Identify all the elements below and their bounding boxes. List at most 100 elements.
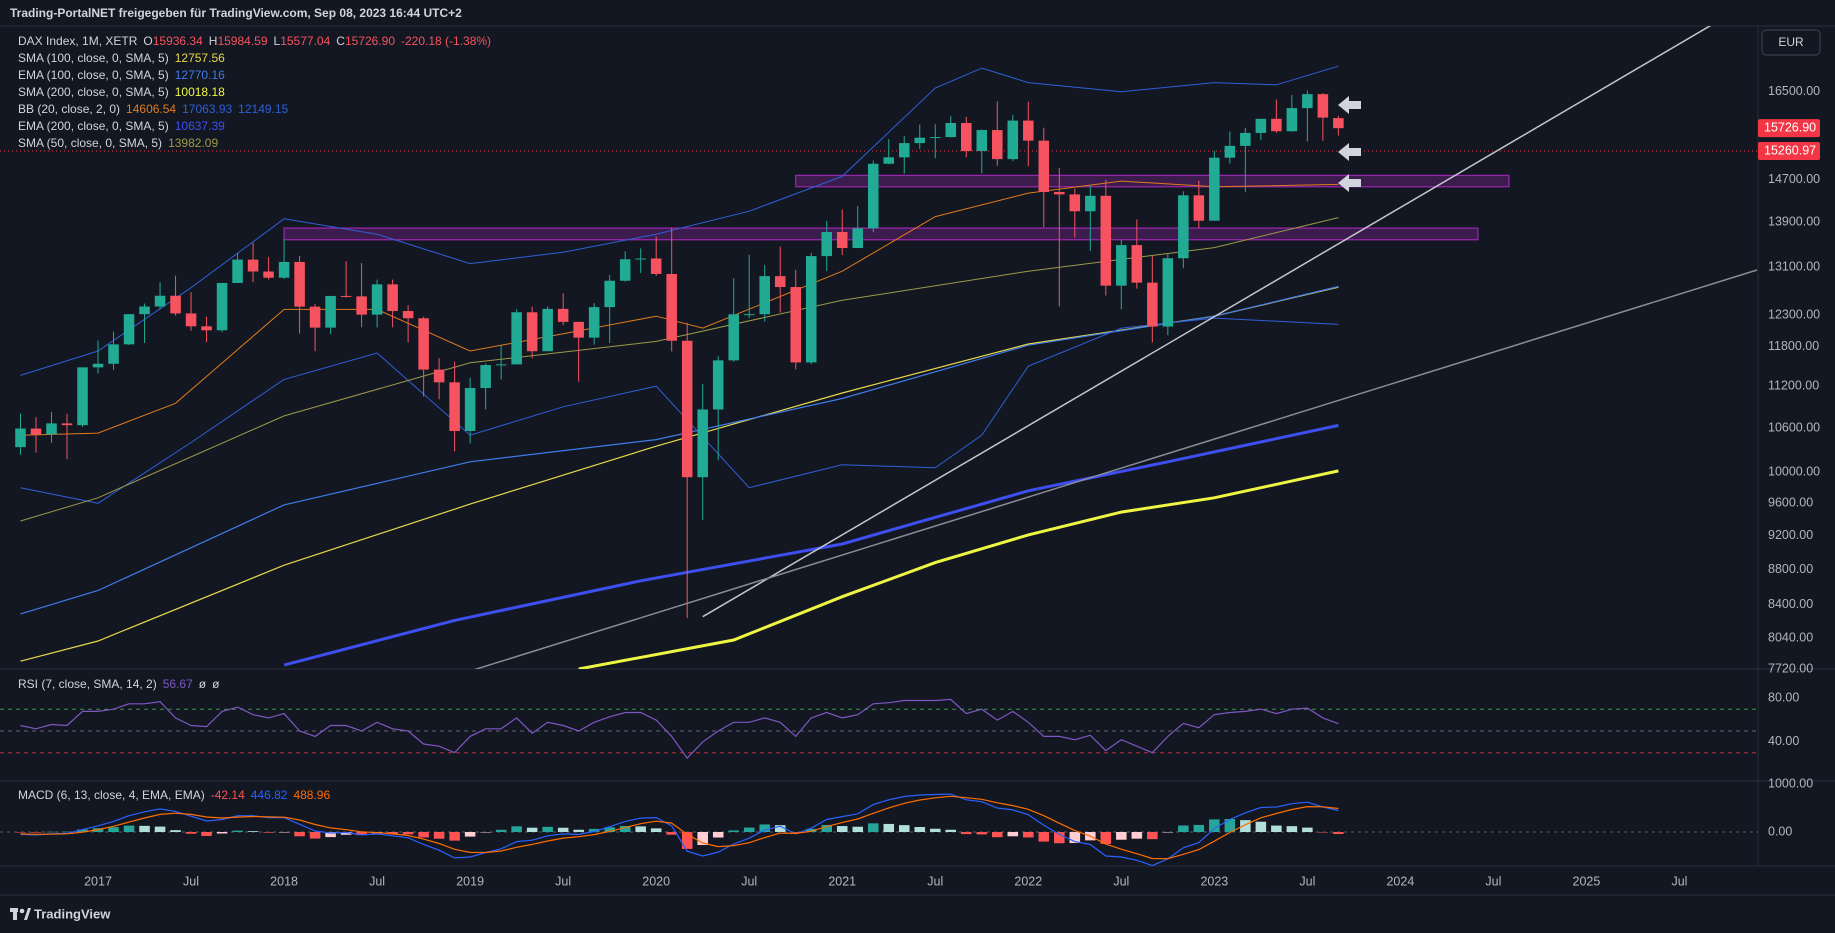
macd-histogram-bar xyxy=(263,832,274,833)
y-tick-label: 11800.00 xyxy=(1768,339,1819,353)
macd-histogram-bar xyxy=(992,832,1003,838)
signal-value: 488.96 xyxy=(293,788,331,802)
macd-histogram-bar xyxy=(1302,827,1313,832)
macd-histogram-bar xyxy=(1240,820,1251,832)
macd-histogram-bar xyxy=(619,825,631,832)
candle-body xyxy=(263,271,274,278)
candle-body xyxy=(30,428,42,435)
x-tick-label: 2017 xyxy=(84,874,112,888)
currency-button[interactable] xyxy=(1761,29,1821,56)
macd-histogram-bar xyxy=(325,832,336,838)
candle-body xyxy=(449,382,460,431)
candle-body xyxy=(992,130,1003,160)
macd-pane xyxy=(0,793,1758,866)
legend-row: DAX Index, 1M, XETR O15936.34 H15984.59 L15… xyxy=(18,33,497,50)
x-tick-label: 2018 xyxy=(270,874,298,888)
macd-histogram-bar xyxy=(883,823,895,832)
candle-body xyxy=(867,163,879,229)
macd-histogram-bar xyxy=(247,831,259,832)
candle-body xyxy=(92,363,104,368)
macd-histogram-bar xyxy=(697,832,708,846)
indicator-name: EMA (200, close, 0, SMA, 5) xyxy=(18,119,169,133)
macd-header: MACD (6, 13, close, 4, EMA, EMA) -42.14 44… xyxy=(18,788,336,802)
macd-histogram-bar xyxy=(340,832,352,835)
rsi-header: RSI (7, close, SMA, 14, 2) 56.67 ø ø xyxy=(18,677,225,691)
macd-histogram-bar xyxy=(46,831,57,833)
indicator-line xyxy=(20,285,1339,615)
macd-histogram-bar xyxy=(976,832,988,835)
arrows xyxy=(1338,96,1361,192)
logo-part xyxy=(24,908,31,920)
top-bar xyxy=(0,0,1835,26)
macd-histogram-bar xyxy=(666,832,677,835)
macd-histogram-bar xyxy=(836,826,848,832)
candle-body xyxy=(418,318,429,370)
candle-body xyxy=(1116,245,1127,286)
candle-body xyxy=(371,284,383,315)
y-tick-label: 10000.00 xyxy=(1768,465,1820,479)
rsi-title: RSI (7, close, SMA, 14, 2) xyxy=(18,677,157,691)
macd-histogram-bar xyxy=(929,828,941,832)
arrow xyxy=(1338,174,1361,192)
currency[interactable]: EUR xyxy=(1778,35,1804,49)
macd-histogram-bar xyxy=(1162,832,1174,833)
price-tag-label: 15726.90 xyxy=(1764,120,1816,134)
candle-body xyxy=(1255,118,1267,133)
indicator-line xyxy=(20,317,1339,504)
macd-histogram-bar xyxy=(464,832,476,837)
candle-body xyxy=(139,306,150,315)
indicator-name: SMA (200, close, 0, SMA, 5) xyxy=(18,85,169,99)
x-tick-label: Jul xyxy=(183,874,199,888)
price-tag-label: 15260.97 xyxy=(1764,143,1816,157)
candle-body xyxy=(201,326,212,331)
macd-histogram-bar xyxy=(821,824,833,832)
indicator-name: EMA (100, close, 0, SMA, 5) xyxy=(18,68,169,82)
arrow xyxy=(1338,96,1361,114)
x-tick-label: Jul xyxy=(369,874,385,888)
candle-body xyxy=(666,273,677,341)
macd-histogram-bar xyxy=(604,827,615,832)
x-tick-label: Jul xyxy=(927,874,943,888)
y-tick-label: 14700.00 xyxy=(1768,172,1820,186)
candle-body xyxy=(216,282,228,331)
macd-histogram-bar xyxy=(1178,825,1189,832)
candle-body xyxy=(573,321,584,338)
logo xyxy=(10,908,31,920)
legend: DAX Index, 1M, XETR O15936.34 H15984.59 L15… xyxy=(18,33,497,152)
ohlc-prefix: O xyxy=(143,34,153,48)
candle-body xyxy=(650,258,662,274)
macd-histogram-bar xyxy=(15,832,26,833)
macd-histogram-bar xyxy=(1209,819,1220,832)
candle-body xyxy=(1224,145,1236,158)
macd-histogram-bar xyxy=(123,825,135,832)
candle-body xyxy=(619,259,631,281)
macd-histogram-bar xyxy=(185,832,197,834)
y-tick-label: 8400.00 xyxy=(1768,597,1813,611)
indicator-value: 13982.09 xyxy=(168,136,219,150)
header-title: Trading-PortalNET freigegeben für Tradin… xyxy=(10,6,462,20)
candle-body xyxy=(511,312,522,365)
y-tick-label: 16500.00 xyxy=(1768,84,1820,98)
indicator-line xyxy=(20,217,1339,522)
macd-histogram-bar xyxy=(309,832,321,839)
candle-body xyxy=(1162,258,1174,327)
candle-body xyxy=(1302,94,1313,109)
trend-line xyxy=(473,269,1758,669)
candle-body xyxy=(588,307,600,338)
rsi-value: 56.67 xyxy=(162,677,193,691)
candle-body xyxy=(232,259,243,283)
candle-body xyxy=(46,423,57,435)
arrow xyxy=(1338,143,1361,161)
candle-body xyxy=(170,295,181,314)
ohlc-value: 15936.34 xyxy=(152,34,203,48)
candle-body xyxy=(1240,132,1251,146)
symbol: DAX Index, 1M, XETR xyxy=(18,34,138,48)
candle-body xyxy=(1023,120,1034,141)
price-tag xyxy=(1758,119,1820,138)
legend-row: SMA (50, close, 0, SMA, 5) 13982.09 xyxy=(18,135,497,152)
x-tick-label: Jul xyxy=(741,874,757,888)
macd-histogram-bar xyxy=(588,828,600,832)
macd-histogram-bar xyxy=(1193,824,1205,832)
